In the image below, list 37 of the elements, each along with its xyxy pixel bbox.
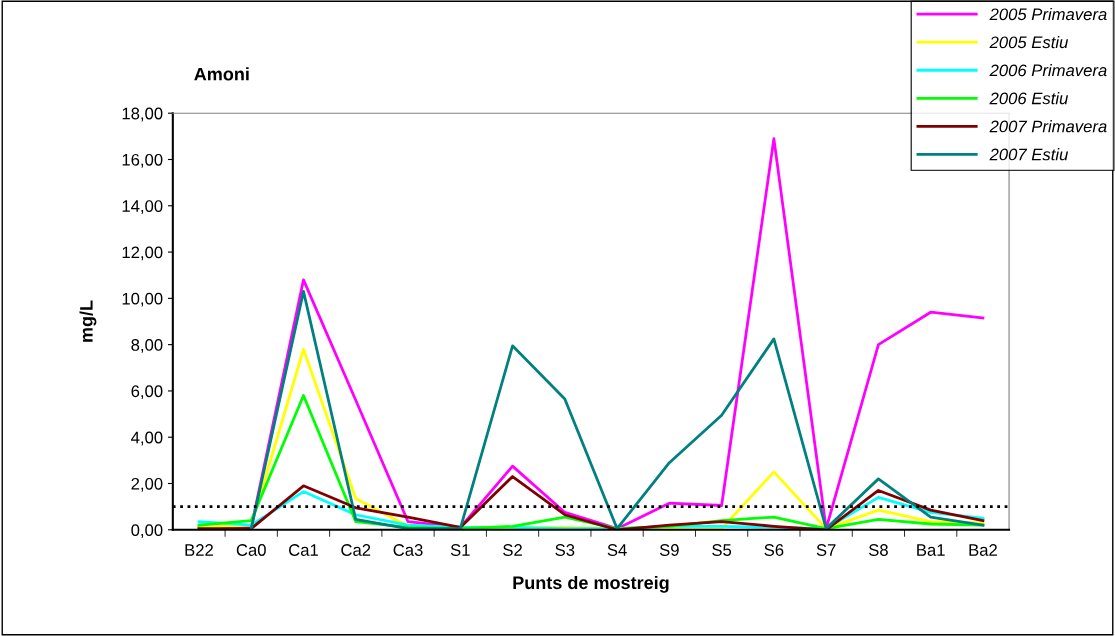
x-tick-label: S2 [503,544,522,556]
legend-label: 2005 Estiu [989,35,1068,49]
legend-label: 2005 Primavera [989,7,1107,21]
x-axis-title: Punts de mostreig [513,575,669,593]
y-axis-title: mg/L [79,300,97,342]
x-tick-label: Ba2 [969,544,997,556]
chart-title: Amoni [194,67,249,81]
x-tick-label: S6 [764,544,784,556]
y-tick-label: 16,00 [122,153,163,168]
y-tick-label: 10,00 [122,292,163,307]
legend-label: 2007 Primavera [989,120,1107,133]
legend-label: 2006 Estiu [989,92,1068,105]
x-tick-label: Ca3 [393,544,423,556]
x-tick-label: S3 [555,544,575,556]
x-tick-label: S8 [868,544,888,556]
x-tick-label: B22 [185,544,213,556]
x-tick-label: Ba1 [917,544,945,556]
y-tick-label: 14,00 [122,200,163,214]
y-tick-label: 8,00 [131,339,163,353]
line-series [249,290,985,530]
line-series [197,475,985,530]
x-tick-label: S1 [450,544,470,556]
legend-label: 2007 Estiu [989,148,1068,161]
y-tick-label: 4,00 [131,431,163,446]
x-tick-label: S4 [607,544,627,556]
x-tick-label: Ca0 [236,544,266,556]
x-tick-label: Ca2 [341,544,371,556]
x-tick-label: S5 [712,544,732,556]
y-tick-label: 2,00 [131,477,163,492]
x-tick-label: S7 [816,544,836,556]
x-tick-label: S9 [659,544,679,556]
y-tick-label: 12,00 [122,246,163,261]
legend-label: 2006 Primavera [989,64,1107,77]
x-tick-label: Ca1 [289,544,318,556]
y-tick-label: 6,00 [131,385,163,400]
y-tick-label: 0,00 [131,524,163,538]
y-tick-label: 18,00 [122,107,163,122]
